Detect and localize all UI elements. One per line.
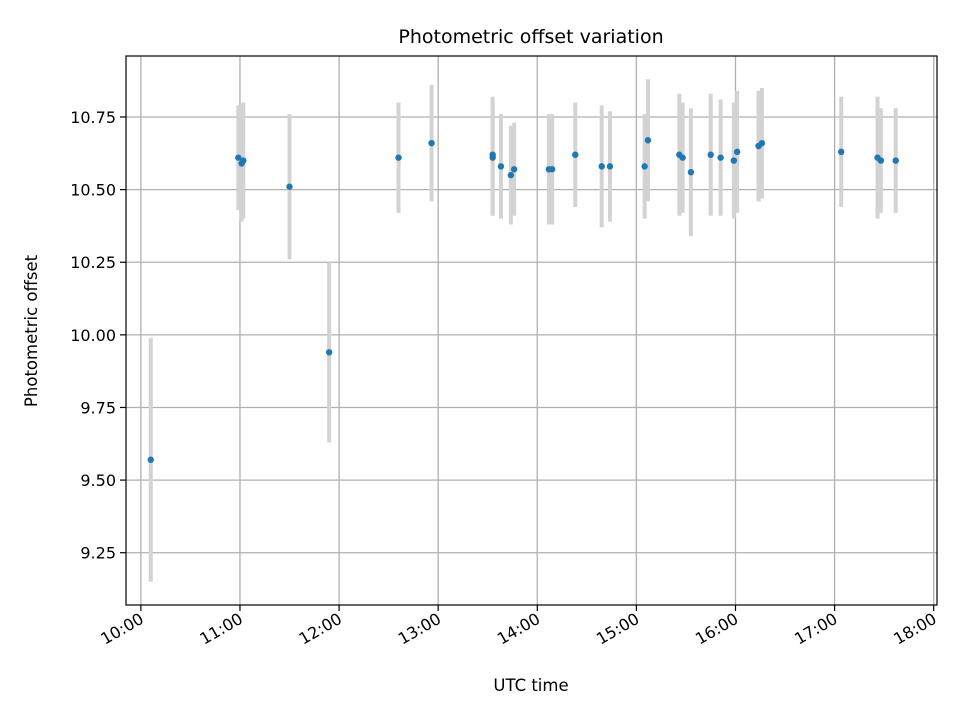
data-point <box>286 183 293 190</box>
y-tick-label: 9.50 <box>80 471 116 490</box>
data-point <box>837 148 845 156</box>
chart-title: Photometric offset variation <box>398 26 663 48</box>
data-point <box>707 151 714 158</box>
data-point <box>598 163 605 170</box>
data-point <box>147 456 154 463</box>
y-tick-label: 10.25 <box>70 253 116 272</box>
data-point <box>510 166 518 173</box>
y-tick-label: 10.75 <box>70 108 116 127</box>
data-point <box>687 168 695 176</box>
data-point <box>325 349 333 356</box>
grid <box>126 56 937 605</box>
data-point <box>240 157 247 164</box>
y-tick-label: 10.50 <box>70 181 116 200</box>
plot-frame <box>125 55 938 606</box>
data-point <box>644 137 652 144</box>
data-point <box>507 171 515 179</box>
data-point <box>679 154 686 161</box>
data-point <box>395 154 402 161</box>
x-axis-label: UTC time <box>493 676 568 695</box>
data-point <box>497 163 505 170</box>
data-point <box>717 154 724 161</box>
data-points <box>147 137 899 463</box>
data-point <box>548 166 556 173</box>
data-point <box>877 157 885 164</box>
data-point <box>730 157 738 164</box>
data-point <box>489 154 496 161</box>
data-point <box>428 139 435 147</box>
y-axis-label: Photometric offset <box>22 254 41 407</box>
y-tick-label: 9.25 <box>80 544 116 563</box>
data-point <box>892 157 899 164</box>
data-point <box>572 151 579 158</box>
data-point <box>641 163 648 170</box>
data-point <box>606 163 614 170</box>
data-point <box>758 139 766 147</box>
y-tick-label: 9.75 <box>80 398 116 417</box>
data-point <box>235 154 242 161</box>
data-point <box>733 148 741 156</box>
y-tick-label: 10.00 <box>70 326 116 345</box>
